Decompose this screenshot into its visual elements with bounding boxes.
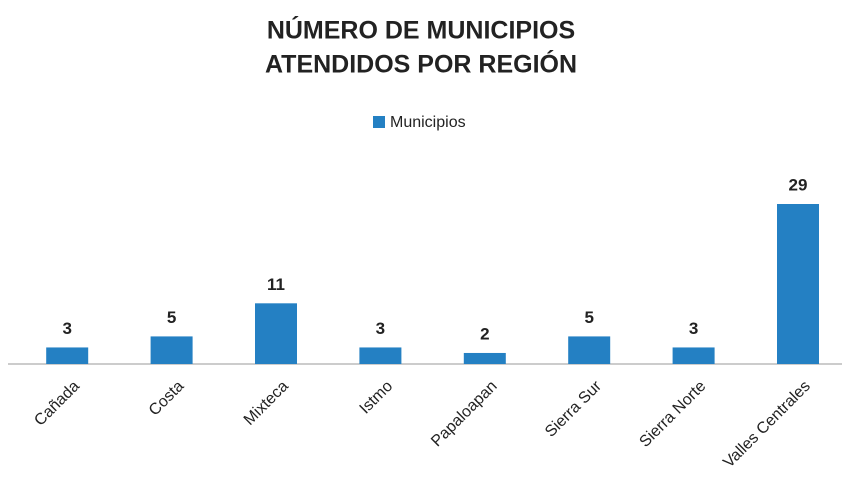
x-tick-label: Papaloapan <box>428 378 500 450</box>
bar <box>150 336 193 364</box>
legend-swatch <box>373 116 385 128</box>
chart-title: ATENDIDOS POR REGIÓN <box>265 49 577 79</box>
bar <box>463 352 506 364</box>
chart-title: NÚMERO DE MUNICIPIOS <box>267 15 575 45</box>
x-tick-label: Sierra Sur <box>542 377 605 440</box>
value-label: 3 <box>689 319 698 338</box>
bar <box>46 347 89 364</box>
legend-label: Municipios <box>390 114 466 131</box>
bar <box>255 303 297 364</box>
value-label: 2 <box>480 324 489 343</box>
bar <box>359 347 402 364</box>
x-tick-label: Sierra Norte <box>636 378 709 451</box>
value-label: 29 <box>789 175 808 194</box>
value-label: 5 <box>167 308 176 327</box>
bar <box>777 204 819 364</box>
value-label: 11 <box>267 275 285 294</box>
value-label: 3 <box>376 319 385 338</box>
value-label: 5 <box>584 308 593 327</box>
bar <box>568 336 611 364</box>
value-label: 3 <box>62 319 71 338</box>
x-tick-label: Cañada <box>31 378 83 430</box>
bar <box>672 347 715 364</box>
x-tick-label: Costa <box>146 378 188 420</box>
x-tick-label: Valles Centrales <box>720 378 814 472</box>
x-tick-label: Istmo <box>357 378 397 418</box>
x-tick-label: Mixteca <box>241 378 292 429</box>
